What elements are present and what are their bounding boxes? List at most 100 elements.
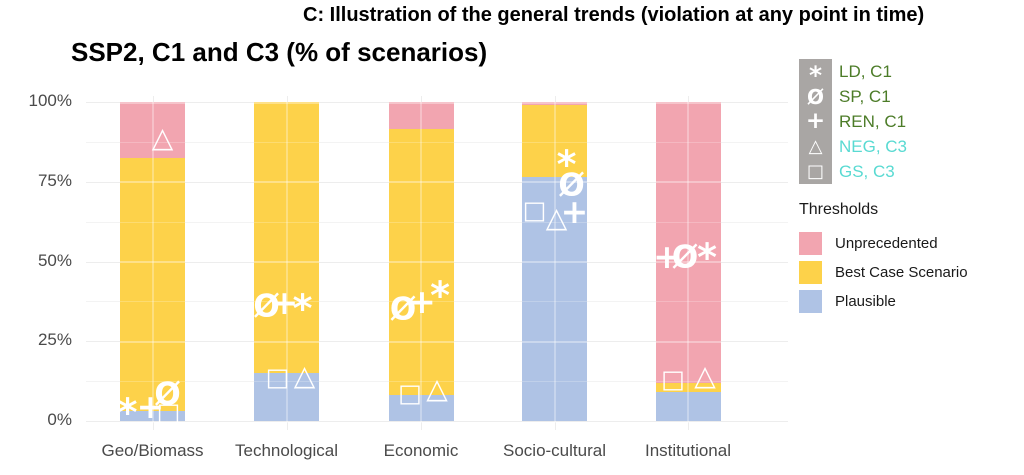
- marker-ld-c1-institutional: *: [697, 235, 717, 280]
- x-tick-label-technological: Technological: [234, 441, 339, 460]
- gs-c3-marker-icon: □: [806, 160, 824, 182]
- threshold-row-plausible: Plausible: [799, 287, 968, 316]
- bars-layer: [86, 96, 788, 430]
- scenario-legend-label-neg-c3: NEG, C3: [839, 136, 908, 156]
- marker-neg-c3-geo-biomass: △: [151, 121, 174, 155]
- y-tick-label-75: 75%: [37, 170, 72, 190]
- marker-gs-c3-technological: □: [265, 362, 290, 392]
- gridline-minor-overlay-87.5: [86, 141, 788, 143]
- bar-segment-best-case-scenario-geo-biomass: [120, 157, 185, 412]
- neg-c3-marker-icon: △: [808, 135, 823, 157]
- gridline-overlay-75: [86, 181, 788, 184]
- x-tick-label-economic: Economic: [383, 441, 459, 460]
- marker-neg-c3-economic: △: [426, 371, 448, 405]
- gridline-vertical-overlay-technological: [285, 96, 288, 430]
- figure-title: C: Illustration of the general trends (v…: [303, 4, 925, 26]
- gridline-major-0: [86, 421, 788, 422]
- scenario-legend-key-sp-c1: Ø: [799, 84, 832, 109]
- y-axis: 0% 25% 50% 75% 100%: [0, 91, 78, 430]
- threshold-label-best-case-scenario: Best Case Scenario: [835, 264, 968, 281]
- marker-ren-c1-geo-biomass: +: [136, 386, 165, 426]
- marker-sp-c1-geo-biomass: Ø: [154, 376, 181, 413]
- scenario-legend-label-ren-c1: REN, C1: [839, 111, 907, 131]
- ren-c1-marker-icon: +: [805, 108, 826, 134]
- marker-sp-c1-economic: Ø: [389, 292, 417, 329]
- bar-segment-best-case-scenario-socio-cultural: [522, 105, 587, 177]
- bar-segment-unprecedented-geo-biomass: [120, 102, 185, 158]
- thresholds-legend-rows: Unprecedented Best Case Scenario Plausible: [799, 229, 968, 316]
- x-tick-label-institutional: Institutional: [645, 441, 731, 460]
- marker-sp-c1-technological: Ø: [253, 288, 280, 325]
- gridline-vertical-overlay-geo-biomass: [151, 96, 154, 430]
- scenario-legend-row-neg-c3: △ NEG, C3: [799, 134, 907, 159]
- marker-ld-c1-economic: *: [430, 273, 450, 318]
- gridline-vertical-overlay-economic: [420, 96, 422, 430]
- marker-ren-c1-technological: +: [270, 283, 299, 323]
- scenario-legend-row-ren-c1: + REN, C1: [799, 109, 907, 134]
- gridline-minor-overlay-12.5: [86, 381, 788, 383]
- bar-segment-best-case-scenario-technological: [254, 102, 319, 374]
- marker-gs-c3-socio-cultural: □: [522, 195, 547, 225]
- gridline-overlay-100: [86, 101, 788, 104]
- x-tick-label-socio-cultural: Socio-cultural: [503, 441, 606, 460]
- marker-neg-c3-technological: △: [293, 358, 316, 392]
- scenario-legend-key-ren-c1: +: [799, 109, 832, 134]
- marker-gs-c3-geo-biomass: □: [156, 397, 181, 427]
- y-tick-label-0: 0%: [47, 410, 72, 429]
- threshold-label-unprecedented: Unprecedented: [835, 235, 938, 252]
- sp-c1-marker-icon: Ø: [806, 84, 824, 109]
- gridline-overlay-50: [86, 261, 788, 263]
- y-tick-label-100: 100%: [28, 91, 72, 110]
- thresholds-legend-title: Thresholds: [799, 201, 879, 218]
- bar-segment-unprecedented-economic: [388, 102, 454, 130]
- gridline-minor-overlay-62.5: [86, 221, 788, 223]
- gridline-vertical-overlay-institutional: [687, 96, 689, 430]
- scenario-legend-key-neg-c3: △: [799, 134, 832, 159]
- marker-sp-c1-institutional: Ø: [671, 239, 699, 276]
- threshold-swatch-unprecedented: [799, 232, 822, 255]
- y-tick-label-25: 25%: [37, 330, 72, 350]
- gridline-overlay-layer: [86, 96, 788, 430]
- marker-ren-c1-socio-cultural: +: [560, 192, 589, 232]
- marker-neg-c3-institutional: △: [694, 358, 716, 392]
- scenario-legend: * LD, C1 Ø SP, C1 + REN, C1 △ NEG, C3 □ GS, C3: [799, 59, 907, 184]
- scenario-legend-row-gs-c3: □ GS, C3: [799, 159, 907, 184]
- bar-segment-plausible-geo-biomass: [120, 411, 185, 421]
- scenario-legend-label-gs-c3: GS, C3: [839, 161, 895, 181]
- scenario-legend-row-ld-c1: * LD, C1: [799, 59, 907, 88]
- gridline-vertical-overlay-socio-cultural: [553, 96, 556, 430]
- bar-segment-plausible-economic: [388, 395, 454, 421]
- plot-panel: * * * * * Ø Ø Ø Ø Ø + + + + + △ △ △ △ △ □ □ □ □ □: [86, 96, 788, 431]
- bar-segment-plausible-institutional: [655, 392, 721, 421]
- marker-gs-c3-institutional: □: [661, 364, 685, 394]
- threshold-label-plausible: Plausible: [835, 293, 896, 310]
- marker-ld-c1-socio-cultural: *: [556, 142, 577, 187]
- marker-neg-c3-socio-cultural: △: [545, 200, 568, 234]
- scenario-legend-key-gs-c3: □: [799, 159, 832, 184]
- bar-segment-unprecedented-socio-cultural: [522, 102, 587, 106]
- marker-ld-c1-technological: *: [292, 286, 313, 331]
- marker-sp-c1-socio-cultural: Ø: [558, 167, 585, 204]
- x-axis: Geo/Biomass Technological Economic Socio-cu…: [86, 441, 788, 465]
- threshold-row-best-case-scenario: Best Case Scenario: [799, 258, 968, 287]
- scenario-legend-label-sp-c1: SP, C1: [839, 86, 891, 106]
- y-tick-label-50: 50%: [37, 250, 72, 270]
- marker-ren-c1-institutional: +: [653, 236, 681, 276]
- chart-title: SSP2, C1 and C3 (% of scenarios): [71, 37, 488, 67]
- threshold-row-unprecedented: Unprecedented: [799, 229, 968, 258]
- bar-segment-plausible-technological: [254, 373, 319, 421]
- threshold-swatch-plausible: [799, 290, 822, 313]
- ld-c1-marker-icon: *: [808, 61, 823, 90]
- marker-gs-c3-economic: □: [398, 378, 422, 408]
- gridline-minor-overlay-37.5: [86, 301, 788, 303]
- bar-segment-best-case-scenario-economic: [388, 129, 454, 396]
- markers-layer: * * * * * Ø Ø Ø Ø Ø + + + + + △ △ △ △ △ □ □ □ □ □: [86, 96, 788, 431]
- threshold-swatch-best-case-scenario: [799, 261, 822, 284]
- thresholds-legend: Thresholds Unprecedented Best Case Scenar…: [799, 201, 968, 316]
- bar-segment-plausible-socio-cultural: [522, 176, 587, 421]
- marker-ren-c1-economic: +: [408, 281, 436, 321]
- x-tick-label-geo-biomass: Geo/Biomass: [101, 441, 204, 460]
- bar-segment-unprecedented-institutional: [655, 102, 721, 383]
- scenario-legend-label-ld-c1: LD, C1: [839, 61, 892, 81]
